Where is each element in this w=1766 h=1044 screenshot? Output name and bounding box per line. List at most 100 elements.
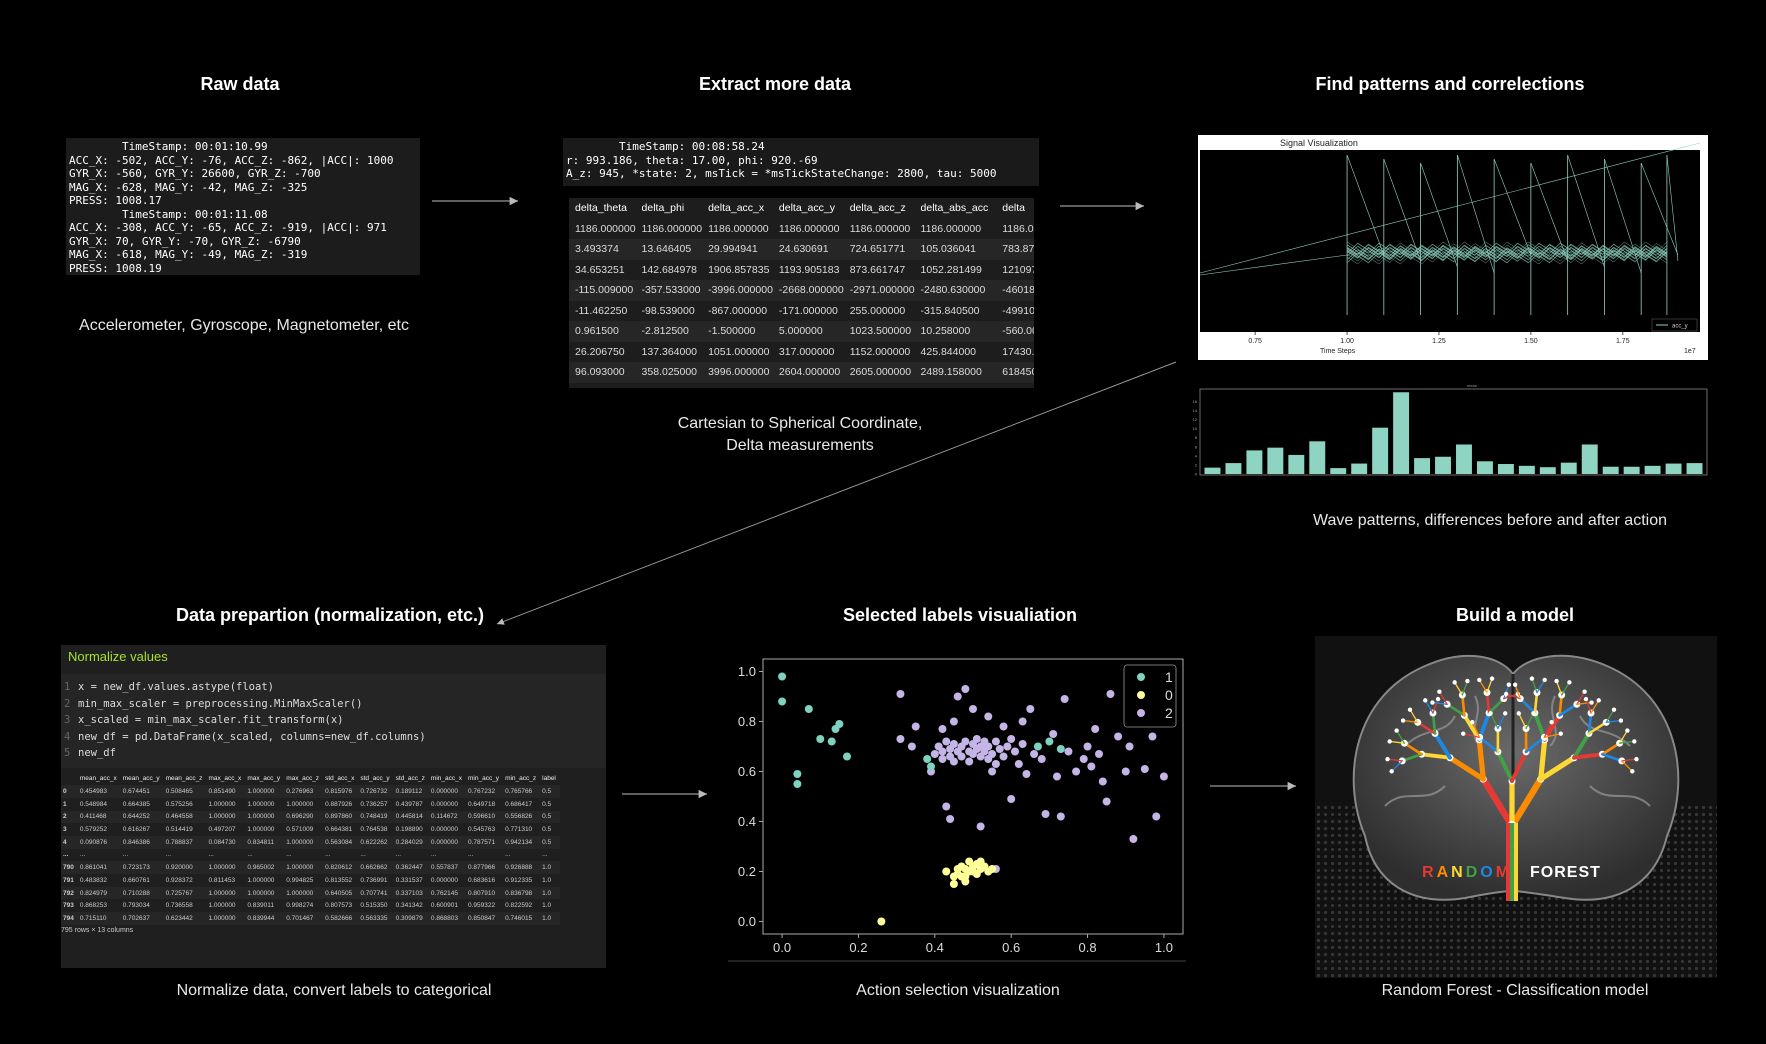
scatter-axes: 0.0 0.2 0.4 0.6 0.8 1.0 0.0 0.2 0.4 0.6 0.8 1.0 (738, 664, 1173, 955)
tree-node (1385, 756, 1390, 762)
table-cell: 0.767232 (467, 788, 496, 796)
tree-branch (1503, 693, 1519, 700)
normalized-table-header: min_acc_z (505, 775, 537, 783)
scatter-point (991, 737, 1000, 746)
scatter-point (957, 752, 966, 761)
scatter-point (793, 770, 802, 778)
scatter-point (930, 750, 939, 758)
scatter-point (1026, 705, 1035, 713)
scatter-x-tick-label: 0.2 (849, 940, 867, 955)
scatter-point (1102, 797, 1111, 806)
tree-node (1531, 711, 1536, 716)
code-line: 4 new_df = pd.DataFrame(x_scaled, columns… (64, 730, 426, 743)
table-cell: 3996.000000 (702, 362, 773, 383)
table-cell: 1.000000 (208, 889, 236, 897)
normalized-table-header: std_acc_y (360, 775, 390, 783)
tree-branch (1424, 699, 1434, 714)
table-cell: -460180.00 (996, 280, 1034, 301)
table-cell: 1.000000 (286, 864, 314, 872)
signal-x-tick-label: 1.25 (1432, 338, 1446, 345)
signal-line (1346, 246, 1668, 263)
tree-branch (1538, 755, 1577, 782)
bar-chart-title: mean (1467, 383, 1477, 388)
table-cell: 0.000000 (430, 800, 459, 808)
table-cell: 3 (63, 826, 67, 834)
tree-branch (1572, 752, 1605, 760)
table-row: 1 0.548984 0.664385 0.575256 1.000000 1.00000… (61, 798, 560, 811)
caption-extract-line1: Cartesian to Spherical Coordinate, (677, 415, 923, 432)
normalized-table: mean_acc_x mean_acc_y mean_acc_z max_acc_x m… (61, 773, 560, 925)
table-cell: -560.00000 (996, 321, 1034, 342)
scatter-point (965, 757, 974, 766)
table-cell: 792 (63, 889, 74, 897)
table-cell: 5.000000 (772, 321, 844, 342)
code-line: 2 min_max_scaler = preprocessing.MinMaxSc… (64, 697, 363, 710)
table-cell: 1.000000 (247, 876, 275, 884)
table-cell: 1.000000 (247, 826, 275, 834)
scatter-point (1022, 770, 1031, 778)
signal-legend: acc_y (1651, 318, 1698, 332)
table-cell: 0.557837 (430, 864, 459, 872)
scatter-point (1007, 735, 1016, 743)
scatter-point (999, 752, 1008, 761)
scatter-point (999, 722, 1008, 731)
table-cell: -49910.00 (1002, 304, 1034, 317)
table-cell: 0.959322 (467, 902, 496, 910)
tree-node (1435, 696, 1441, 702)
table-cell: 0.662662 (360, 864, 388, 872)
scatter-y-tick-label: 0.8 (738, 714, 756, 729)
bar (1581, 444, 1598, 474)
normalized-table-header: max_acc_x (208, 775, 242, 783)
scatter-point (976, 822, 985, 831)
table-cell: 0.765766 (505, 788, 533, 796)
scatter-point (942, 802, 951, 811)
tree-node (1465, 678, 1470, 684)
tree-branch (1402, 719, 1419, 723)
raw-data-line: MAG_X: -618, MAG_Y: -49, MAG_Z: -319 (69, 248, 308, 261)
tree-branch (1555, 680, 1563, 696)
tree-node (1503, 691, 1509, 697)
scatter-point (1129, 835, 1138, 843)
tree-branch (1495, 749, 1514, 783)
table-cell: 0.807573 (325, 902, 353, 910)
tree-branch (1489, 712, 1499, 730)
table-cell: ... (208, 851, 214, 859)
signal-line (1493, 158, 1532, 256)
tree-node (1558, 731, 1563, 736)
scatter-point (1125, 742, 1134, 751)
scatter-point (984, 712, 993, 721)
table-cell: 29.994941 (702, 239, 773, 260)
scatter-point (1037, 755, 1046, 763)
scatter-point (946, 815, 955, 823)
scatter-point (877, 917, 886, 926)
tree-branch (1621, 760, 1633, 772)
bar-y-tick-label: 4 (1195, 453, 1198, 458)
tree-node (1549, 720, 1554, 725)
signal-line (1346, 247, 1668, 265)
bar (1309, 441, 1326, 474)
table-cell: 0.868253 (79, 902, 107, 910)
table-cell: -315.840500 (920, 304, 980, 317)
table-cell: 0.762145 (430, 889, 459, 897)
scatter-point (907, 742, 916, 751)
table-cell: 0.582666 (325, 914, 353, 922)
table-cell: 0.563335 (360, 914, 388, 922)
scatter-point (896, 735, 905, 743)
bar (1351, 463, 1368, 474)
table-cell: 3.493374 (569, 239, 636, 260)
signal-line (1346, 247, 1668, 265)
table-row: 1186.000000 1186.000000 1186.000000 1186.00… (569, 219, 1034, 240)
bar (1204, 467, 1221, 474)
table-cell: -357.533000 (635, 280, 703, 301)
extract-header-lines: TimeStamp: 00:08:58.24 r: 993.186, theta:… (563, 138, 1039, 181)
table-cell: 121097.018 (1002, 263, 1034, 276)
logo-word-forest: FOREST (1530, 864, 1601, 881)
bar (1623, 466, 1640, 474)
tree-branch (1462, 732, 1481, 738)
table-cell: 0.515350 (360, 902, 388, 910)
scatter-point (938, 725, 947, 733)
table-cell: 0.508465 (165, 788, 193, 796)
scatter-point (1030, 750, 1039, 758)
logo-word-random: RANDOM (1422, 864, 1512, 881)
tree-branch (1497, 712, 1506, 730)
